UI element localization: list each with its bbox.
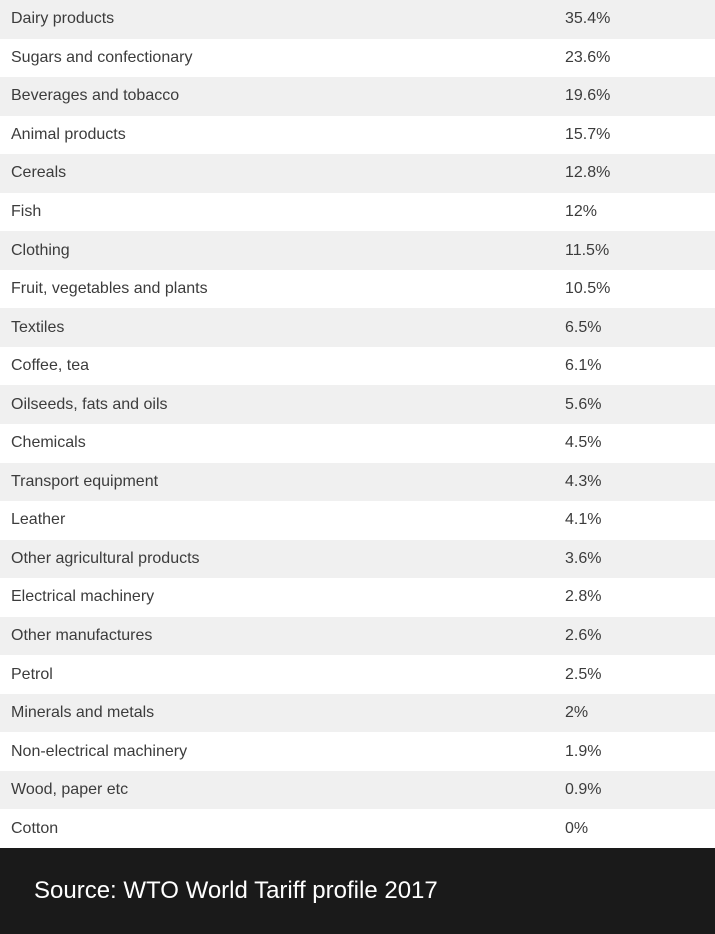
- category-label: Petrol: [11, 665, 53, 683]
- category-label: Wood, paper etc: [11, 781, 129, 799]
- category-label: Fruit, vegetables and plants: [11, 280, 208, 298]
- category-label: Sugars and confectionary: [11, 48, 193, 66]
- tariff-value: 2.6%: [565, 627, 602, 645]
- category-label: Textiles: [11, 318, 65, 336]
- table-row: Beverages and tobacco 19.6%: [0, 77, 715, 116]
- table-row: Dairy products 35.4%: [0, 0, 715, 39]
- tariff-value: 5.6%: [565, 395, 602, 413]
- tariff-value: 4.3%: [565, 472, 602, 490]
- category-label: Electrical machinery: [11, 588, 155, 606]
- tariff-value: 12.8%: [565, 164, 611, 182]
- source-footer: Source: WTO World Tariff profile 2017: [0, 848, 715, 934]
- table-row: Coffee, tea 6.1%: [0, 346, 715, 386]
- category-label: Coffee, tea: [11, 357, 89, 375]
- tariff-value: 4.1%: [565, 511, 602, 529]
- table-row: Cereals 12.8%: [0, 154, 715, 193]
- tariff-value: 1.9%: [565, 742, 602, 760]
- table-row: Petrol 2.5%: [0, 655, 715, 694]
- category-label: Minerals and metals: [11, 704, 155, 722]
- category-label: Beverages and tobacco: [11, 87, 180, 105]
- tariff-value: 15.7%: [565, 125, 611, 143]
- tariff-value: 12%: [565, 203, 598, 220]
- table-row: Transport equipment 4.3%: [0, 462, 715, 502]
- tariff-value: 6.1%: [565, 357, 602, 375]
- table-row: Other agricultural products 3.6%: [0, 539, 715, 579]
- table-row: Animal products 15.7%: [0, 115, 715, 155]
- table-row: Oilseeds, fats and oils 5.6%: [0, 385, 715, 425]
- category-label: Other manufactures: [11, 627, 153, 645]
- source-text: Source: WTO World Tariff profile 2017: [34, 877, 438, 904]
- table-row: Non-electrical machinery 1.9%: [0, 732, 715, 771]
- table-row: Leather 4.1%: [0, 501, 715, 540]
- tariff-value: 0.9%: [565, 781, 602, 799]
- category-label: Cotton: [11, 819, 59, 837]
- category-label: Leather: [11, 511, 66, 529]
- table-row: Fruit, vegetables and plants 10.5%: [0, 269, 715, 309]
- table-row: Textiles 6.5%: [0, 308, 715, 347]
- tariff-value: 35.4%: [565, 10, 611, 28]
- tariff-table: Dairy products 35.4% Sugars and confection…: [0, 0, 715, 849]
- category-label: Fish: [11, 203, 42, 220]
- category-label: Clothing: [11, 241, 70, 259]
- category-label: Chemicals: [11, 434, 86, 452]
- tariff-value: 11.5%: [565, 241, 610, 259]
- tariff-value: 0%: [565, 819, 589, 837]
- tariff-value: 2%: [565, 704, 589, 722]
- tariff-value: 3.6%: [565, 549, 602, 567]
- tariff-value: 10.5%: [565, 280, 611, 298]
- table-row: Minerals and metals 2%: [0, 693, 715, 733]
- tariff-value: 4.5%: [565, 434, 602, 452]
- table-row: Electrical machinery 2.8%: [0, 578, 715, 617]
- category-label: Dairy products: [11, 10, 115, 28]
- tariff-value: 2.5%: [565, 665, 602, 683]
- category-label: Cereals: [11, 164, 67, 182]
- category-label: Oilseeds, fats and oils: [11, 395, 168, 413]
- table-row: Chemicals 4.5%: [0, 424, 715, 463]
- table-row: Other manufactures 2.6%: [0, 616, 715, 656]
- table-row: Fish 12%: [0, 192, 715, 232]
- tariff-value: 6.5%: [565, 318, 602, 336]
- tariff-value: 19.6%: [565, 87, 611, 105]
- category-label: Other agricultural products: [11, 549, 200, 567]
- table-row: Wood, paper etc 0.9%: [0, 770, 715, 810]
- category-label: Animal products: [11, 125, 126, 143]
- table-row: Clothing 11.5%: [0, 231, 715, 270]
- tariff-value: 2.8%: [565, 588, 602, 606]
- tariff-value: 23.6%: [565, 48, 611, 66]
- table-row: Sugars and confectionary 23.6%: [0, 38, 715, 78]
- table-row: Cotton 0%: [0, 809, 715, 849]
- category-label: Transport equipment: [11, 472, 159, 490]
- category-label: Non-electrical machinery: [11, 742, 188, 760]
